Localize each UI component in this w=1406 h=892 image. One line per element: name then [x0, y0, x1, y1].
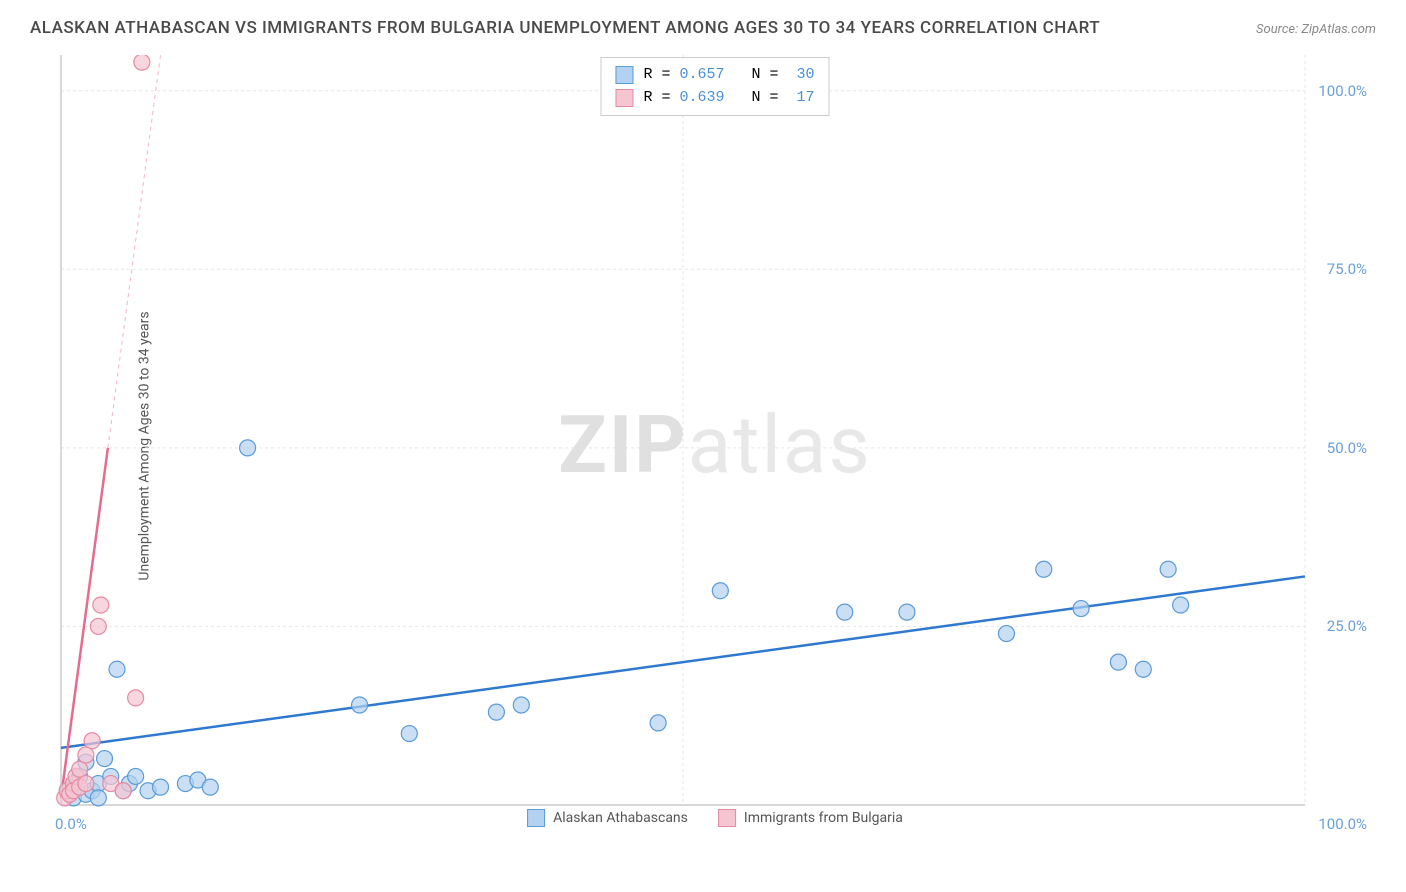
legend-label: Alaskan Athabascans [553, 810, 688, 826]
legend-item: Immigrants from Bulgaria [718, 809, 903, 827]
plot-area: ZIPatlas R = 0.657 N = 30R = 0.639 N = 1… [55, 55, 1375, 835]
y-tick-label: 100.0% [1318, 82, 1367, 100]
scatter-chart [55, 55, 1375, 835]
stats-legend: R = 0.657 N = 30R = 0.639 N = 17 [600, 57, 829, 116]
stats-text: R = 0.639 N = 17 [643, 87, 814, 110]
legend-swatch [527, 809, 545, 827]
y-tick-label: 50.0% [1327, 439, 1367, 457]
stats-text: R = 0.657 N = 30 [643, 64, 814, 87]
legend-label: Immigrants from Bulgaria [744, 810, 903, 826]
legend-swatch [615, 89, 633, 107]
legend-item: Alaskan Athabascans [527, 809, 688, 827]
source-label: Source: ZipAtlas.com [1256, 22, 1376, 37]
stats-legend-row: R = 0.639 N = 17 [615, 87, 814, 110]
legend-swatch [615, 66, 633, 84]
legend-swatch [718, 809, 736, 827]
y-tick-label: 75.0% [1327, 260, 1367, 278]
stats-legend-row: R = 0.657 N = 30 [615, 64, 814, 87]
chart-title: ALASKAN ATHABASCAN VS IMMIGRANTS FROM BU… [30, 18, 1100, 38]
series-legend: Alaskan Athabascans Immigrants from Bulga… [527, 809, 903, 827]
x-tick-label: 100.0% [1318, 815, 1367, 833]
y-tick-label: 25.0% [1327, 617, 1367, 635]
x-tick-label: 0.0% [55, 815, 87, 833]
